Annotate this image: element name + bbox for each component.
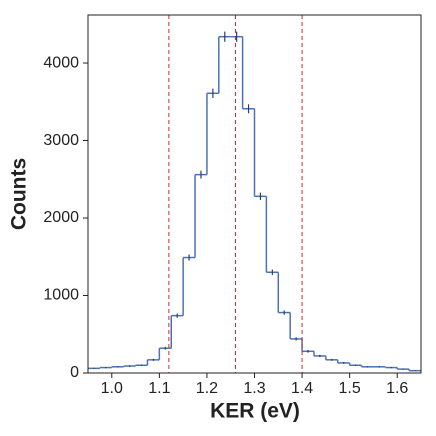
y-tick-label: 0 bbox=[70, 364, 79, 381]
plot-frame bbox=[87, 14, 422, 374]
y-tick-label: 1000 bbox=[43, 287, 79, 304]
x-tick-label: 1.0 bbox=[101, 380, 123, 397]
x-tick-label: 1.2 bbox=[196, 380, 218, 397]
y-tick-label: 2000 bbox=[43, 209, 79, 226]
y-tick-label: 4000 bbox=[43, 54, 79, 71]
y-tick-label: 3000 bbox=[43, 132, 79, 149]
y-axis-label: Counts bbox=[8, 158, 31, 230]
x-tick-label: 1.1 bbox=[148, 380, 170, 397]
x-tick-label: 1.6 bbox=[386, 380, 408, 397]
x-axis-label: KER (eV) bbox=[210, 400, 300, 423]
x-tick-label: 1.3 bbox=[243, 380, 265, 397]
x-tick-label: 1.5 bbox=[339, 380, 361, 397]
x-tick-label: 1.4 bbox=[291, 380, 313, 397]
